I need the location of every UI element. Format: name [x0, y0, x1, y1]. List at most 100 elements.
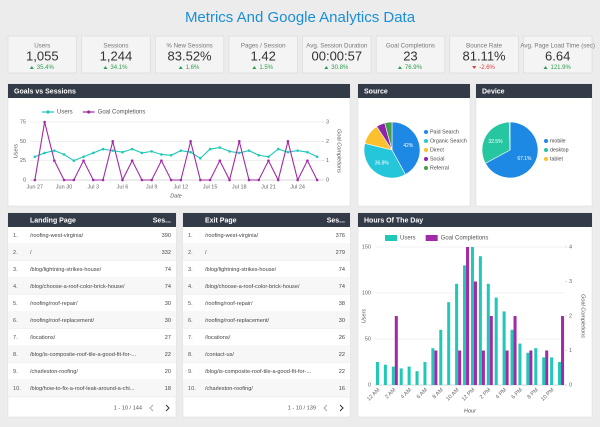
session-count: 30 [339, 318, 345, 324]
y-tick-label: 25 [20, 158, 26, 164]
point [121, 150, 124, 154]
bar [526, 352, 530, 385]
x-tick-label: Jul 24 [290, 184, 305, 190]
legend-label: Users [400, 236, 416, 242]
point [101, 147, 105, 151]
point [111, 140, 115, 143]
bar [510, 329, 514, 385]
prev-page[interactable] [323, 404, 328, 412]
session-count: 376 [336, 233, 345, 239]
slice-label: 42% [403, 143, 414, 149]
column-header: Exit Page [205, 217, 237, 224]
session-count: 20 [165, 369, 171, 375]
y-tick-label: 50 [365, 336, 371, 342]
session-count: 38 [339, 301, 345, 307]
pie-slice [484, 121, 539, 179]
y-tick-label: 50 [20, 139, 26, 145]
point [160, 159, 163, 162]
table-row [183, 261, 350, 278]
session-count: 16 [339, 386, 345, 392]
next-page[interactable] [165, 404, 170, 412]
pie-slice [391, 121, 421, 175]
kpi-arrow [324, 66, 329, 69]
kpi-label: Sessions [103, 43, 128, 50]
pagination-label: 1 - 10 / 144 [114, 405, 142, 411]
kpi-arrow [29, 66, 34, 69]
row-number: 8. [13, 352, 18, 358]
bar [439, 329, 443, 385]
x-tick-label: Jul 18 [232, 184, 247, 190]
point [237, 151, 241, 155]
page-path: /roofing/roof-replacement/ [30, 318, 94, 324]
prev-page[interactable] [149, 404, 154, 412]
bar [463, 265, 467, 385]
bar [391, 366, 395, 385]
point [296, 149, 299, 152]
point [43, 151, 46, 155]
slice-label: 67.1% [517, 156, 532, 162]
row-number: 8. [188, 352, 193, 358]
legend-swatch-dot [87, 110, 91, 114]
table-row [183, 380, 350, 397]
page-path: /locations/ [30, 335, 56, 341]
point [257, 178, 261, 182]
point [208, 147, 212, 151]
column-header: Ses... [327, 217, 345, 224]
point [130, 147, 134, 151]
table-row [183, 363, 350, 380]
y2-tick-label: 3 [569, 279, 572, 285]
page-path: /roofing/roof-repair/ [30, 301, 78, 307]
row-number: 9. [188, 369, 193, 375]
panel-title: Hours Of The Day [364, 217, 423, 224]
row-number: 2. [188, 250, 193, 256]
y2-axis-title: Goal Completions [336, 129, 342, 173]
kpi-arrow [543, 66, 548, 69]
session-count: 74 [165, 284, 171, 290]
y2-tick-label: 0 [569, 382, 572, 388]
bar [505, 350, 509, 385]
kpi-change: 121.9% [551, 65, 572, 71]
kpi-arrow [103, 66, 108, 69]
x-tick-label: Jul 9 [146, 184, 158, 190]
row-number: 1. [13, 233, 18, 239]
table-row [183, 227, 350, 244]
x-tick-label: Jul 3 [87, 184, 99, 190]
row-number: 10. [188, 386, 196, 392]
point [286, 150, 290, 154]
page-path: /blog/is-composite-roof-tile-a-good-fit-… [205, 369, 311, 375]
next-page[interactable] [339, 404, 344, 412]
table-row [8, 261, 176, 278]
y2-tick-label: 0 [326, 177, 329, 183]
row-number: 2. [13, 250, 18, 256]
point [218, 159, 222, 162]
point [140, 178, 144, 182]
point [306, 150, 309, 154]
kpi-label: Avg. Page Load Time (sec) [520, 43, 595, 50]
kpi-card [228, 35, 298, 74]
kpi-card [7, 35, 77, 74]
point [199, 178, 202, 182]
pie-slice [363, 143, 406, 179]
page-path: /blog/lightning-strikes-house/ [205, 267, 277, 273]
bar [423, 362, 427, 385]
page-path: /roofing/roof-replacement/ [205, 318, 269, 324]
column-header: Ses... [153, 217, 171, 224]
legend-label: Direct [430, 147, 444, 153]
session-count: 30 [165, 301, 171, 307]
row-number: 3. [188, 267, 193, 273]
point [296, 178, 299, 182]
column-header: Landing Page [30, 217, 76, 224]
legend-label: Users [57, 110, 73, 116]
bar [473, 281, 477, 385]
bar [561, 316, 565, 385]
y2-tick-label: 4 [569, 244, 572, 250]
point [121, 178, 124, 182]
y2-tick-label: 3 [326, 119, 329, 125]
kpi-change: 1.6% [186, 65, 200, 71]
page-path: /roofing-west-virginia/ [30, 233, 84, 239]
kpi-value: 81.11% [462, 48, 506, 63]
point [160, 153, 163, 156]
bar [486, 283, 490, 385]
legend-label: mobile [550, 138, 566, 144]
bar [550, 357, 554, 385]
